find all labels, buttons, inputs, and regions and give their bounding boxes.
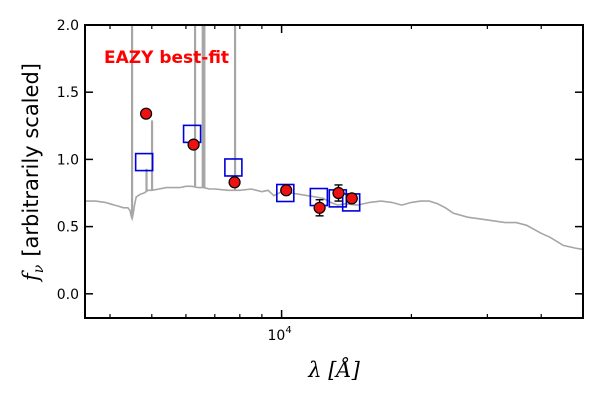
observed-photometry-point xyxy=(280,184,293,197)
observed-photometry-point xyxy=(187,138,200,151)
y-tick-label: 1.5 xyxy=(57,85,79,101)
model-photometry-square xyxy=(134,152,154,172)
model-photometry-square xyxy=(224,158,243,177)
x-axis-unit: [Å] xyxy=(328,357,360,382)
observed-photometry-point xyxy=(313,201,326,214)
y-tick-label: 0.5 xyxy=(57,220,79,236)
y-axis-label: fν [arbitrarily scaled] xyxy=(19,63,47,283)
y-tick-label: 1.0 xyxy=(57,152,79,168)
tick-labels: 0.0 0.5 1.0 1.5 2.0 104 xyxy=(57,18,292,344)
observed-photometry-point xyxy=(139,107,153,120)
x-tick-label: 104 xyxy=(267,325,291,344)
y-tick-label: 0.0 xyxy=(57,287,79,303)
x-axis-label: λ [Å] xyxy=(307,357,360,382)
y-axis-symbol: f xyxy=(19,270,43,283)
y-axis-subscript: ν xyxy=(31,264,47,273)
plot-content xyxy=(85,25,583,251)
plot-frame xyxy=(84,24,584,319)
y-axis-text: [arbitrarily scaled] xyxy=(19,63,43,257)
x-tick-label-base: 10 xyxy=(267,328,285,344)
observed-photometry-point xyxy=(228,176,241,189)
x-tick-label-exponent: 4 xyxy=(285,325,291,336)
annotation-label: EAZY best-fit xyxy=(104,48,229,68)
x-axis-symbol: λ xyxy=(307,358,321,382)
y-tick-label: 2.0 xyxy=(57,18,79,34)
observed-photometry-point xyxy=(345,192,358,205)
observed-photometry-point xyxy=(332,186,345,200)
